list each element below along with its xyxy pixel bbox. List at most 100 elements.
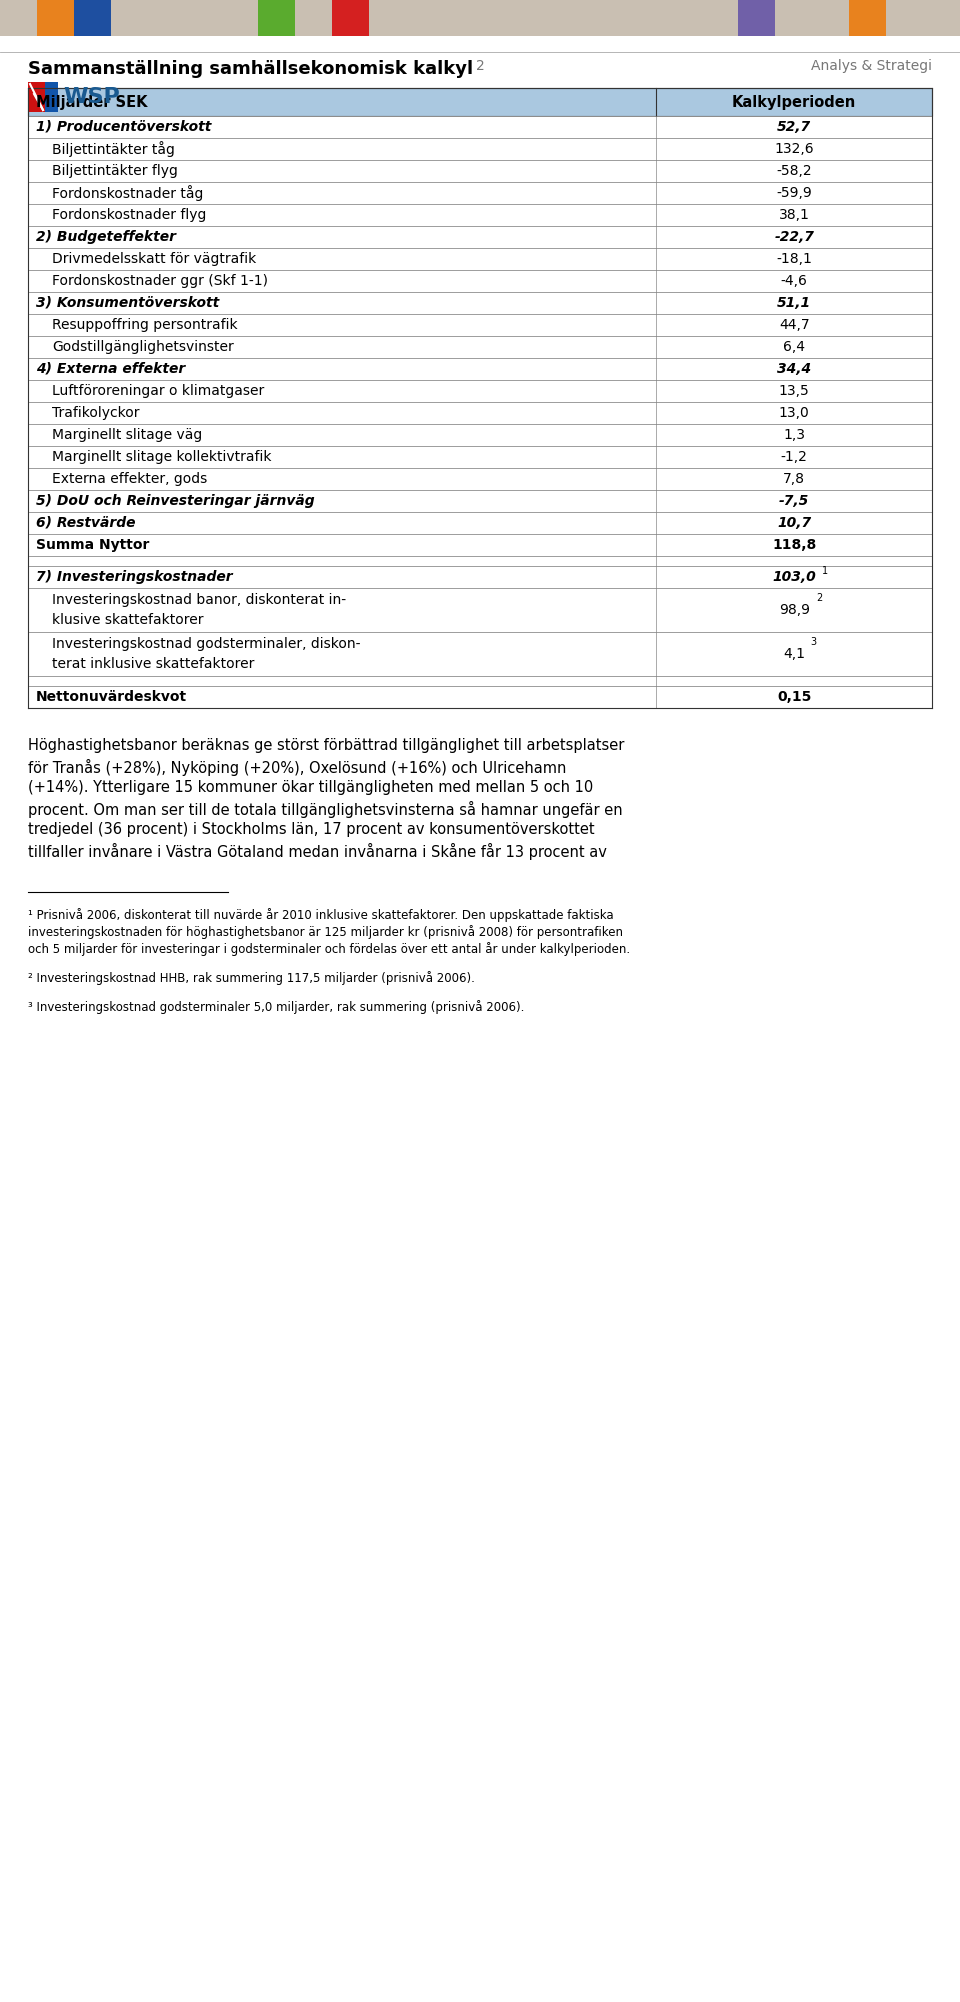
Bar	[184, 0, 222, 36]
Bar	[28, 314, 932, 336]
Text: -7,5: -7,5	[779, 494, 809, 509]
Bar	[28, 513, 932, 535]
Text: 44,7: 44,7	[779, 318, 809, 332]
Bar	[516, 0, 554, 36]
Text: Externa effekter, gods: Externa effekter, gods	[52, 472, 207, 486]
Bar	[28, 292, 932, 314]
Bar	[28, 380, 932, 402]
Text: för Tranås (+28%), Nyköping (+20%), Oxelösund (+16%) och Ulricehamn: för Tranås (+28%), Nyköping (+20%), Oxel…	[28, 759, 566, 777]
Text: Marginellt slitage kollektivtrafik: Marginellt slitage kollektivtrafik	[52, 450, 272, 464]
Text: 3) Konsumentöverskott: 3) Konsumentöverskott	[36, 296, 219, 310]
Text: Trafikolyckor: Trafikolyckor	[52, 406, 139, 420]
Text: WSP: WSP	[63, 86, 120, 106]
Bar	[28, 402, 932, 424]
Text: 132,6: 132,6	[775, 142, 814, 156]
Text: Investeringskostnad banor, diskonterat in-: Investeringskostnad banor, diskonterat i…	[52, 593, 347, 607]
Bar	[28, 88, 932, 116]
Bar	[74, 0, 110, 36]
Text: 0,15: 0,15	[777, 691, 811, 705]
Text: 13,0: 13,0	[779, 406, 809, 420]
Bar	[554, 0, 590, 36]
Text: Fordonskostnader tåg: Fordonskostnader tåg	[52, 184, 204, 200]
Bar	[924, 0, 960, 36]
Bar	[738, 0, 776, 36]
Text: 7,8: 7,8	[783, 472, 805, 486]
Bar	[28, 446, 932, 468]
Text: Nettonuvärdeskvot: Nettonuvärdeskvot	[36, 691, 187, 705]
Bar	[28, 633, 932, 677]
Bar	[28, 535, 932, 557]
Bar	[812, 0, 850, 36]
Text: Luftföroreningar o klimatgaser: Luftföroreningar o klimatgaser	[52, 384, 264, 398]
Text: 118,8: 118,8	[772, 539, 816, 553]
Text: 10,7: 10,7	[777, 517, 811, 531]
Text: 5) DoU och Reinvesteringar järnväg: 5) DoU och Reinvesteringar järnväg	[36, 494, 315, 509]
Text: Fordonskostnader flyg: Fordonskostnader flyg	[52, 208, 206, 222]
Bar	[332, 0, 370, 36]
Text: 3: 3	[810, 637, 817, 647]
Bar	[28, 468, 932, 490]
Text: Resuppoffring persontrafik: Resuppoffring persontrafik	[52, 318, 238, 332]
Text: ¹ Prisnivå 2006, diskonterat till nuvärde år 2010 inklusive skattefaktorer. Den : ¹ Prisnivå 2006, diskonterat till nuvärd…	[28, 909, 613, 923]
Bar	[28, 677, 932, 687]
Bar	[36, 0, 74, 36]
Text: -22,7: -22,7	[774, 230, 814, 244]
Bar	[28, 82, 44, 112]
Bar	[0, 0, 36, 36]
Text: Sammanställning samhällsekonomisk kalkyl: Sammanställning samhällsekonomisk kalkyl	[28, 60, 473, 78]
Text: 2: 2	[816, 593, 823, 603]
Text: 34,4: 34,4	[777, 362, 811, 376]
Bar	[28, 490, 932, 513]
Bar	[28, 424, 932, 446]
Bar	[110, 0, 148, 36]
Bar	[44, 82, 58, 112]
Text: -58,2: -58,2	[777, 164, 812, 178]
Text: 6) Restvärde: 6) Restvärde	[36, 517, 135, 531]
Text: Godstillgänglighetsvinster: Godstillgänglighetsvinster	[52, 340, 233, 354]
Bar	[258, 0, 296, 36]
Text: 1) Producentöverskott: 1) Producentöverskott	[36, 120, 211, 134]
Text: Miljarder SEK: Miljarder SEK	[36, 94, 148, 110]
Text: Analys & Strategi: Analys & Strategi	[811, 58, 932, 72]
Bar	[28, 557, 932, 567]
Text: 13,5: 13,5	[779, 384, 809, 398]
Bar	[28, 336, 932, 358]
Bar	[28, 116, 932, 138]
Text: ³ Investeringskostnad godsterminaler 5,0 miljarder, rak summering (prisnivå 2006: ³ Investeringskostnad godsterminaler 5,0…	[28, 1001, 524, 1013]
Text: tillfaller invånare i Västra Götaland medan invånarna i Skåne får 13 procent av: tillfaller invånare i Västra Götaland me…	[28, 843, 607, 861]
Text: Biljettintäkter tåg: Biljettintäkter tåg	[52, 140, 175, 156]
Text: ² Investeringskostnad HHB, rak summering 117,5 miljarder (prisnivå 2006).: ² Investeringskostnad HHB, rak summering…	[28, 971, 475, 985]
Text: tredjedel (36 procent) i Stockholms län, 17 procent av konsumentöverskottet: tredjedel (36 procent) i Stockholms län,…	[28, 823, 594, 837]
Bar	[590, 0, 628, 36]
Bar	[28, 182, 932, 204]
Bar	[28, 226, 932, 248]
Bar	[148, 0, 184, 36]
Text: 6,4: 6,4	[783, 340, 805, 354]
Text: 1: 1	[822, 567, 828, 577]
Text: (+14%). Ytterligare 15 kommuner ökar tillgängligheten med mellan 5 och 10: (+14%). Ytterligare 15 kommuner ökar til…	[28, 781, 593, 795]
Bar	[776, 0, 812, 36]
Text: 51,1: 51,1	[777, 296, 811, 310]
Text: -4,6: -4,6	[780, 274, 807, 288]
Text: -59,9: -59,9	[777, 186, 812, 200]
Text: 1,3: 1,3	[783, 428, 805, 442]
Bar	[28, 567, 932, 589]
Text: Investeringskostnad godsterminaler, diskon-: Investeringskostnad godsterminaler, disk…	[52, 637, 361, 651]
Text: -18,1: -18,1	[777, 252, 812, 266]
Text: Höghastighetsbanor beräknas ge störst förbättrad tillgänglighet till arbetsplats: Höghastighetsbanor beräknas ge störst fö…	[28, 739, 624, 753]
Text: 4,1: 4,1	[783, 647, 805, 661]
Bar	[28, 270, 932, 292]
Bar	[28, 138, 932, 160]
Text: Drivmedelsskatt för vägtrafik: Drivmedelsskatt för vägtrafik	[52, 252, 256, 266]
Bar	[444, 0, 480, 36]
Text: terat inklusive skattefaktorer: terat inklusive skattefaktorer	[52, 657, 254, 671]
Bar	[28, 687, 932, 709]
Text: 7) Investeringskostnader: 7) Investeringskostnader	[36, 571, 232, 585]
Text: -1,2: -1,2	[780, 450, 807, 464]
Bar	[480, 0, 516, 36]
Text: Biljettintäkter flyg: Biljettintäkter flyg	[52, 164, 178, 178]
Bar	[370, 0, 406, 36]
Bar	[664, 0, 702, 36]
Text: 98,9: 98,9	[779, 603, 809, 617]
Text: och 5 miljarder för investeringar i godsterminaler och fördelas över ett antal å: och 5 miljarder för investeringar i gods…	[28, 943, 630, 957]
